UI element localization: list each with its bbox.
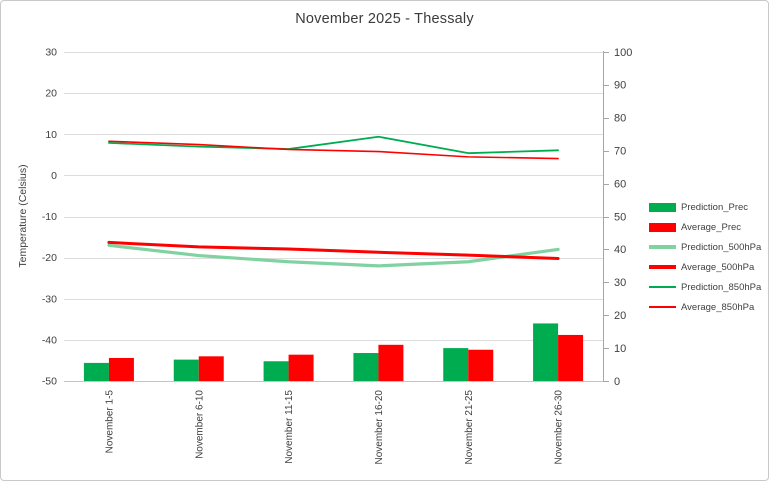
x-tick-label-november-21-25: November 21-25 xyxy=(464,390,475,465)
bar-prediction-prec-november-1-5 xyxy=(83,362,109,381)
y-left-tick-label: -40 xyxy=(42,334,57,346)
bar-average-prec-november-6-10 xyxy=(198,356,224,381)
y-left-tick-label: 0 xyxy=(51,170,57,182)
y-left-tick-label: -20 xyxy=(42,252,57,264)
y-left-tick-label: -10 xyxy=(42,211,57,223)
bar-average-prec-november-21-25 xyxy=(468,349,494,381)
legend-swatch-prediction-850hpa xyxy=(649,286,676,288)
legend-item-prediction-prec: Prediction_Prec xyxy=(649,197,761,217)
y-right-tick-label: 50 xyxy=(614,211,626,223)
y-right-tick-label: 80 xyxy=(614,113,626,125)
line-prediction-500hpa xyxy=(107,243,560,268)
y-left-tick-label: -50 xyxy=(42,376,57,388)
legend-label: Average_500hPa xyxy=(681,261,755,273)
y-right-tick-label: 0 xyxy=(614,376,620,388)
bar-prediction-prec-november-21-25 xyxy=(443,348,469,381)
x-tick-label-november-11-15: November 11-15 xyxy=(284,390,295,464)
x-tick-label-november-26-30: November 26-30 xyxy=(554,390,565,465)
y-left-tick-label: 20 xyxy=(45,88,57,100)
bar-average-prec-november-26-30 xyxy=(558,334,584,381)
legend-item-average-500hpa: Average_500hPa xyxy=(649,257,761,277)
y-right-tick-label: 90 xyxy=(614,80,626,92)
legend-swatch-prediction-prec xyxy=(649,202,676,212)
legend-swatch-average-500hpa xyxy=(649,265,676,269)
chart-title: November 2025 - Thessaly xyxy=(295,11,474,27)
legend-item-average-850hpa: Average_850hPa xyxy=(649,297,761,317)
y-right-tick-label: 40 xyxy=(614,244,626,256)
bar-average-prec-november-11-15 xyxy=(288,354,314,381)
bar-average-prec-november-16-20 xyxy=(378,344,404,381)
y-left-tick-label: 10 xyxy=(45,129,57,141)
x-tick-label-november-6-10: November 6-10 xyxy=(194,390,205,459)
legend-label: Average_Prec xyxy=(681,221,742,233)
legend: Prediction_Prec Average_Prec Prediction_50… xyxy=(649,197,761,317)
line-average-850hpa xyxy=(108,140,559,160)
y-right-tick-label: 20 xyxy=(614,310,626,322)
y-left-tick-label: 30 xyxy=(45,47,57,59)
bar-prediction-prec-november-11-15 xyxy=(263,361,289,381)
x-tick-label-november-1-5: November 1-5 xyxy=(104,390,115,454)
y-right-tick-label: 70 xyxy=(614,146,626,158)
legend-item-prediction-850hpa: Prediction_850hPa xyxy=(649,277,761,297)
legend-swatch-prediction-500hpa xyxy=(649,245,676,249)
legend-label: Prediction_850hPa xyxy=(681,281,762,293)
line-average-500hpa xyxy=(107,240,560,260)
legend-label: Prediction_500hPa xyxy=(681,241,762,253)
line-prediction-850hpa xyxy=(108,135,559,155)
legend-item-average-prec: Average_Prec xyxy=(649,217,761,237)
bar-prediction-prec-november-16-20 xyxy=(353,353,379,381)
legend-swatch-average-850hpa xyxy=(649,306,676,308)
y-right-tick-label: 60 xyxy=(614,178,626,190)
y-left-tick-label: -30 xyxy=(42,293,57,305)
legend-swatch-average-prec xyxy=(649,222,676,232)
y-right-tick-label: 10 xyxy=(614,343,626,355)
bar-average-prec-november-1-5 xyxy=(108,357,134,381)
bar-prediction-prec-november-6-10 xyxy=(173,359,199,381)
y-right-tick-label: 30 xyxy=(614,277,626,289)
y-right-tick-label: 100 xyxy=(614,47,632,59)
legend-label: Prediction_Prec xyxy=(681,201,749,213)
bar-prediction-prec-november-26-30 xyxy=(533,323,559,381)
legend-item-prediction-500hpa: Prediction_500hPa xyxy=(649,237,761,257)
legend-label: Average_850hPa xyxy=(681,301,755,313)
x-tick-label-november-16-20: November 16-20 xyxy=(374,390,385,465)
